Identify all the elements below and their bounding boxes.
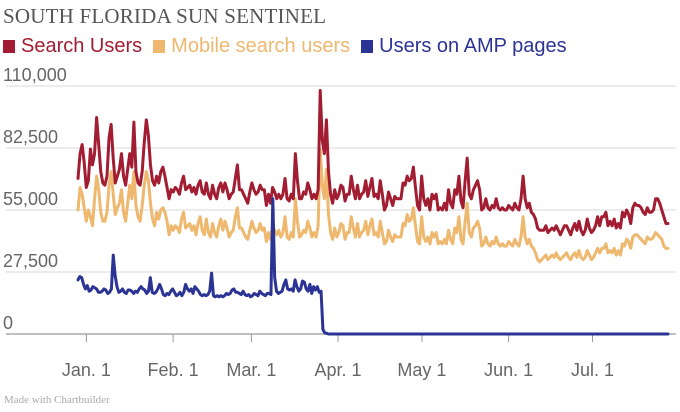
x-axis-ticks: Jan. 1 Feb. 1 Mar. 1 Apr. 1 May 1 Jun. 1 Jul. … xyxy=(62,334,614,380)
chart-title: SOUTH FLORIDA SUN SENTINEL xyxy=(3,4,327,28)
y-tick-label: 27,500 xyxy=(3,251,58,271)
legend-swatch-search-users xyxy=(3,39,15,53)
y-tick-label: 110,000 xyxy=(3,65,67,85)
y-tick-label: 82,500 xyxy=(3,127,58,147)
x-tick-label: Mar. 1 xyxy=(226,360,276,380)
series-line-amp-users xyxy=(76,197,670,336)
y-tick-label: 0 xyxy=(3,313,13,333)
series-line-search-users xyxy=(76,89,670,237)
legend-item-mobile-search-users: Mobile search users xyxy=(153,34,350,58)
y-tick-label: 55,000 xyxy=(3,189,58,209)
series-line-mobile-search-users xyxy=(76,147,670,264)
x-tick-label: Apr. 1 xyxy=(315,360,362,380)
x-tick-label: Jul. 1 xyxy=(571,360,614,380)
x-tick-label: Feb. 1 xyxy=(148,360,199,380)
x-tick-label: Jun. 1 xyxy=(484,360,533,380)
legend-swatch-amp-users xyxy=(361,39,374,53)
y-axis-ticks: 0 27,500 55,000 82,500 110,000 xyxy=(3,65,67,333)
x-tick-label: Jan. 1 xyxy=(62,360,111,380)
chartbuilder-credit: Made with Chartbuilder xyxy=(4,394,110,406)
series-lines xyxy=(76,89,670,336)
legend-swatch-mobile-search-users xyxy=(153,39,166,53)
legend: Search Users Mobile search users Users o… xyxy=(3,34,578,58)
legend-item-amp-users: Users on AMP pages xyxy=(361,34,567,58)
legend-label-amp-users: Users on AMP pages xyxy=(379,35,567,57)
legend-item-search-users: Search Users xyxy=(3,34,142,58)
legend-label-mobile-search-users: Mobile search users xyxy=(171,35,351,57)
x-tick-label: May 1 xyxy=(397,360,446,380)
legend-label-search-users: Search Users xyxy=(21,35,143,57)
